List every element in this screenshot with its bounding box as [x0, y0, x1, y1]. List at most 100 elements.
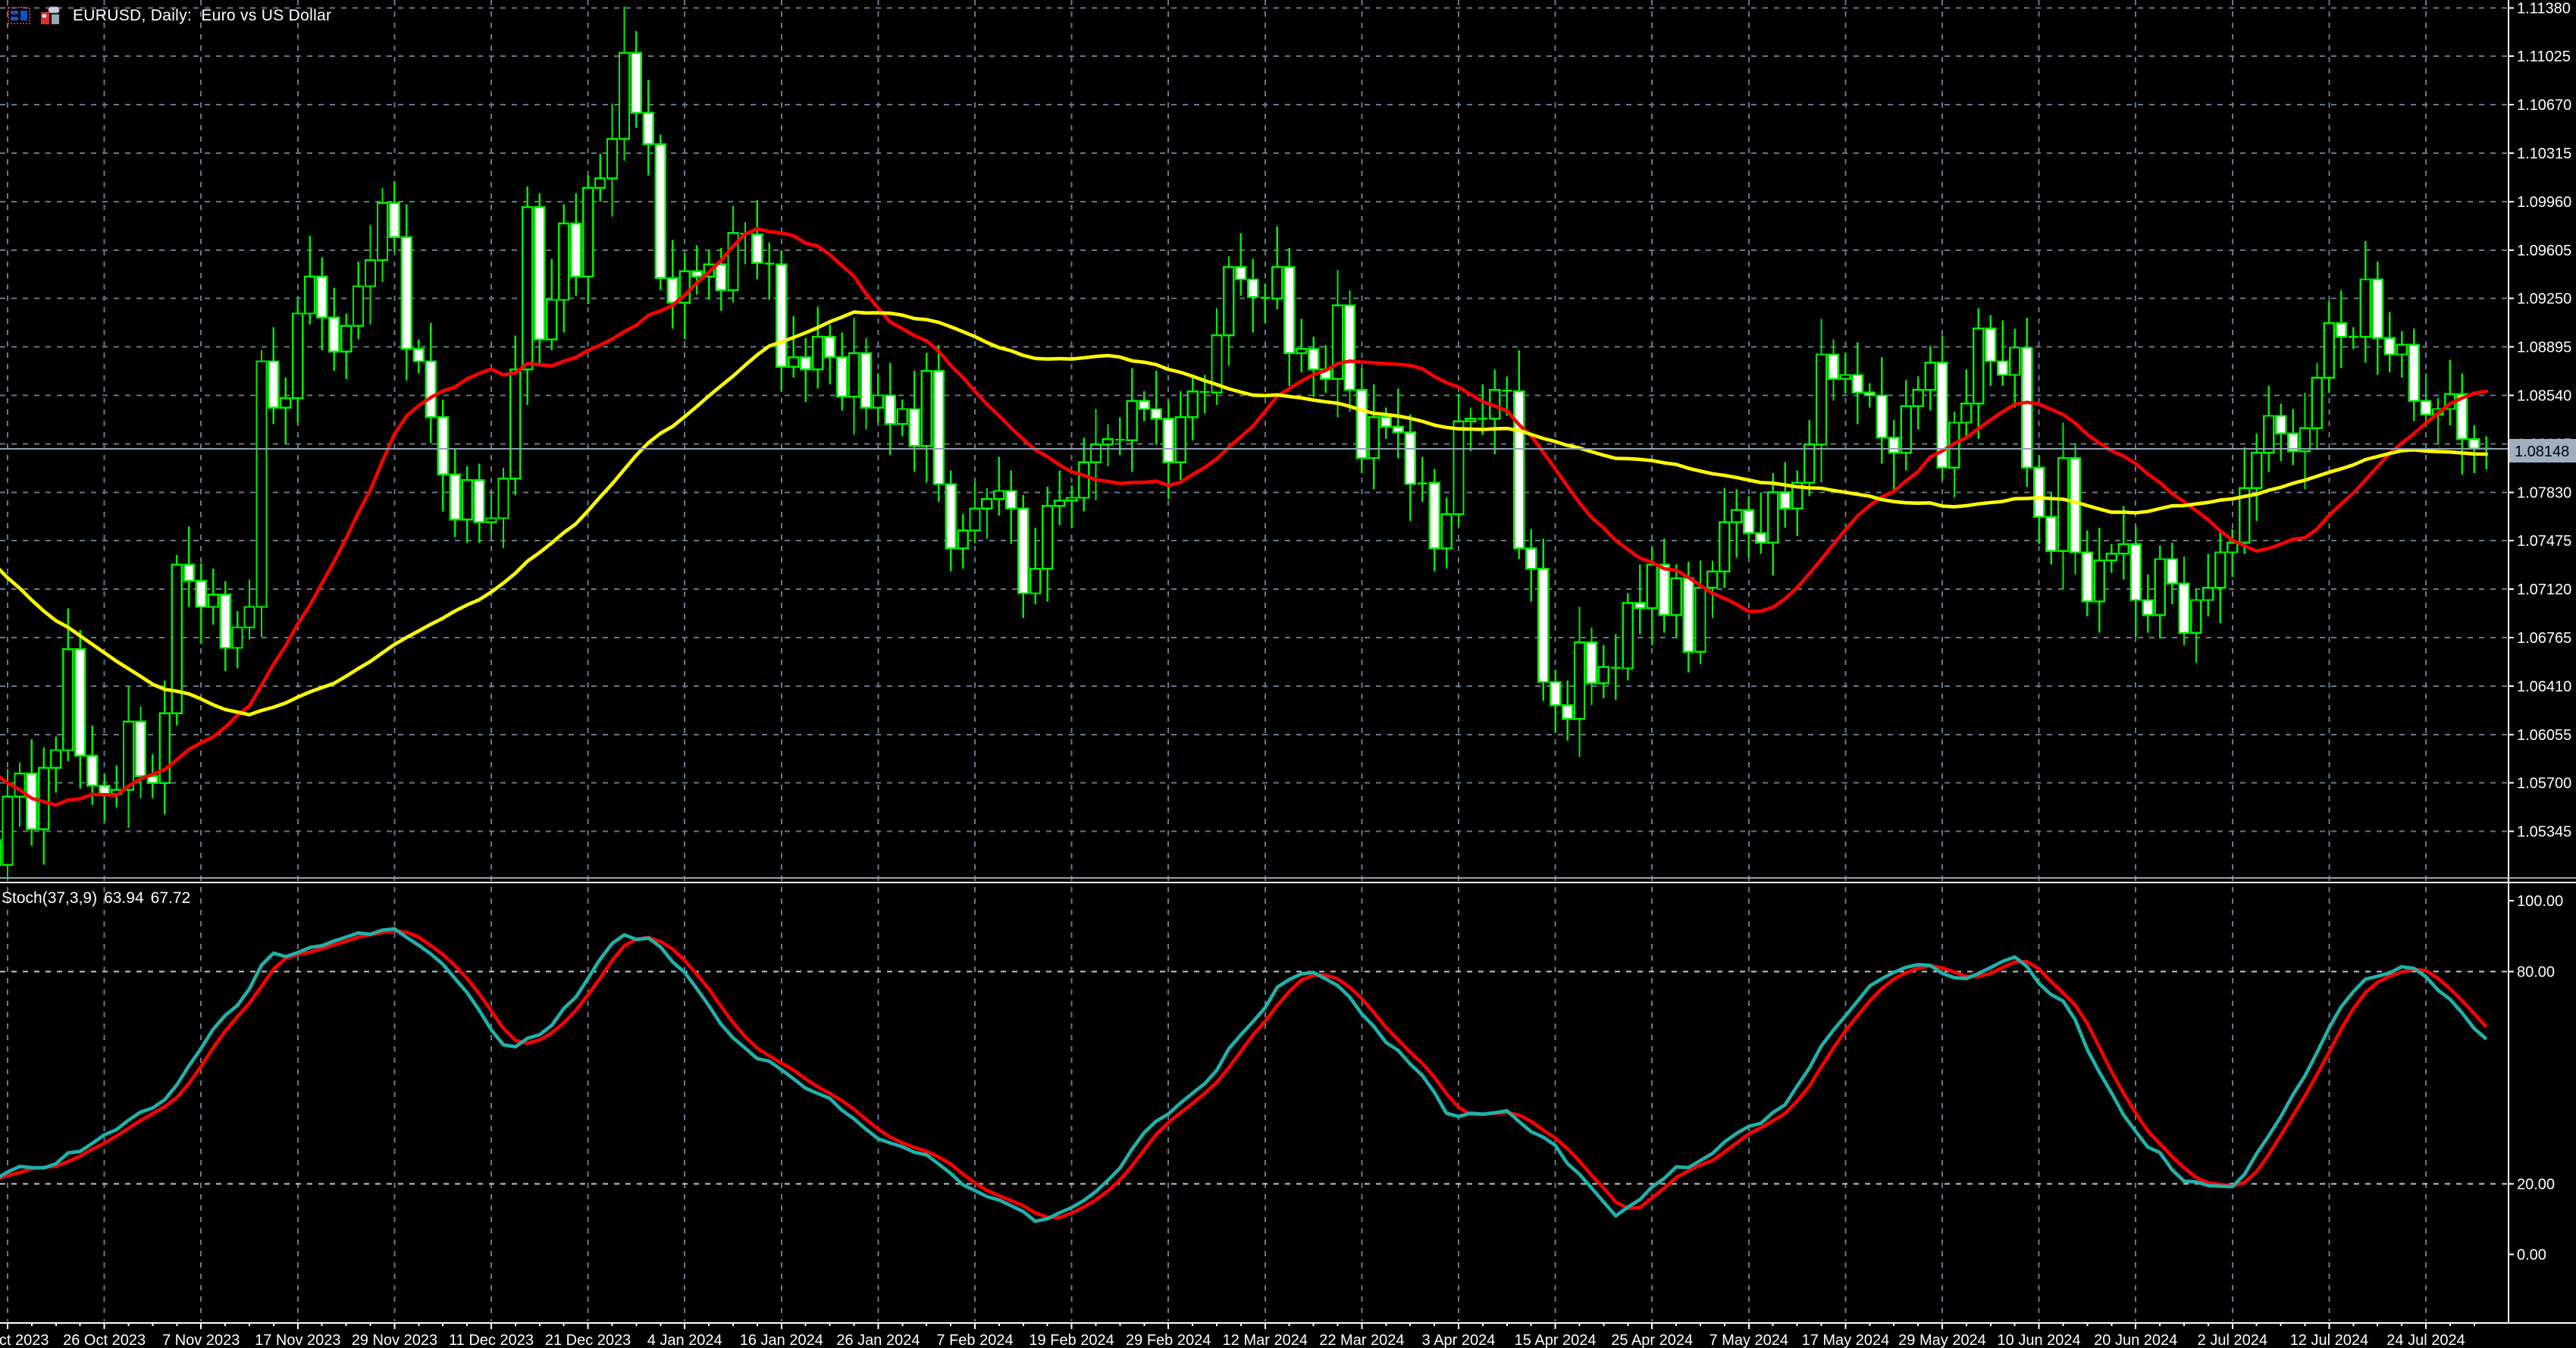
candle-bear	[2456, 393, 2468, 440]
candle-bull	[1065, 497, 1078, 502]
candle-bull	[2008, 346, 2021, 376]
time-axis-label: 7 Nov 2023	[162, 1332, 240, 1348]
price-axis-label: 1.06055	[2517, 727, 2571, 744]
candle-bear	[2408, 343, 2420, 402]
candle-bull	[38, 766, 50, 831]
candle-bull	[2154, 558, 2166, 616]
time-axis-label: 7 Feb 2024	[936, 1332, 1013, 1348]
candle-bull	[522, 205, 534, 371]
candle-bear	[932, 369, 945, 485]
candle-bull	[606, 137, 619, 180]
candle-bull	[1053, 499, 1066, 507]
indicator-name: Stoch(37,3,9)	[2, 889, 97, 907]
candle-bull	[2202, 587, 2214, 601]
time-axis-label: 29 May 2024	[1898, 1332, 1986, 1348]
candle-bull	[1573, 641, 1586, 720]
price-axis-label: 1.07120	[2517, 582, 2571, 598]
candle-bull	[2250, 451, 2263, 490]
candle-bear	[1549, 681, 1562, 707]
candle-bear	[1138, 400, 1151, 410]
candle-bear	[0, 839, 2, 866]
candle-bear	[1778, 491, 1791, 510]
candle-bear	[425, 360, 437, 419]
candle-bull	[1271, 266, 1283, 299]
candle-bull	[207, 594, 219, 608]
candle-bear	[2178, 582, 2190, 634]
candle-bear	[1682, 577, 1694, 654]
price-axis-label: 1.09960	[2517, 194, 2571, 211]
candle-bear	[823, 335, 836, 359]
candle-bear	[2020, 346, 2033, 469]
candle-bear	[691, 270, 703, 278]
candle-bull	[1622, 601, 1634, 669]
indicator-main-value: 63.94	[104, 889, 144, 907]
candle-bear	[1863, 391, 1876, 397]
candle-bear	[1743, 509, 1755, 534]
candle-bull	[255, 360, 268, 608]
candle-bull	[2227, 541, 2239, 553]
candle-bear	[1585, 641, 1598, 685]
candle-bull	[1791, 481, 1804, 510]
candle-bull	[509, 368, 522, 480]
price-axis-label: 1.06410	[2517, 679, 2571, 695]
candle-bear	[1307, 348, 1320, 371]
candle-bear	[183, 563, 195, 582]
candle-bull	[1223, 266, 1235, 337]
candle-bear	[1428, 481, 1440, 550]
time-axis-label: 12 Jul 2024	[2290, 1332, 2368, 1348]
candle-bull	[2396, 343, 2408, 356]
chart-icon[interactable]	[39, 5, 64, 26]
candle-bear	[195, 580, 207, 608]
time-axis-label: 12 Mar 2024	[1223, 1332, 1308, 1348]
candle-bear	[1392, 425, 1404, 434]
candle-bull	[2, 795, 14, 866]
candle-bear	[449, 473, 461, 521]
candle-bear	[534, 205, 546, 340]
time-axis-label: 15 Apr 2024	[1515, 1332, 1597, 1348]
candle-bull	[1041, 505, 1054, 570]
candle-bear	[1851, 374, 1864, 394]
candle-bear	[2166, 558, 2178, 585]
candle-bull	[497, 478, 509, 519]
candle-bear	[268, 360, 280, 409]
candle-bear	[1017, 507, 1029, 594]
candle-bull	[171, 563, 183, 715]
price-axis-label: 1.09605	[2517, 243, 2571, 259]
time-axis-label: 21 Dec 2023	[545, 1332, 631, 1348]
candle-bull	[1912, 389, 1924, 408]
time-axis-label: 24 Jul 2024	[2386, 1332, 2465, 1348]
candle-bull	[1089, 444, 1102, 463]
candle-bull	[618, 52, 631, 140]
indicator-axis[interactable]: 100.00 80.00 20.00 0.00	[2509, 893, 2563, 1264]
time-axis-label: 17 May 2024	[1802, 1332, 1890, 1348]
price-axis[interactable]: 1.11380 1.11025 1.10670 1.10315 1.09960 1.096…	[2509, 0, 2571, 841]
candle-bull	[2299, 427, 2311, 453]
candle-bear	[799, 356, 812, 371]
candle-bull	[1960, 403, 1973, 424]
window-menu-icon[interactable]	[8, 5, 30, 26]
candle-bear	[1936, 362, 1948, 469]
candle-bear	[219, 594, 231, 649]
candle-bear	[1827, 353, 1840, 381]
candle-bear	[1247, 278, 1259, 299]
candle-bear	[2335, 321, 2348, 338]
candle-bull	[1174, 416, 1186, 463]
candle-bear	[569, 222, 582, 278]
candle-bear	[134, 720, 147, 777]
candle-bear	[2420, 400, 2432, 415]
time-axis-label: 29 Feb 2024	[1126, 1332, 1211, 1348]
candle-bear	[1755, 532, 1767, 544]
candle-bear	[2032, 466, 2045, 518]
candle-bull	[2262, 415, 2275, 454]
current-price-badge-label: 1.08148	[2515, 444, 2569, 460]
price-axis-label: 1.05700	[2517, 776, 2571, 792]
candle-bear	[316, 275, 328, 319]
candle-bull	[1077, 461, 1090, 499]
candle-bull	[62, 648, 74, 751]
time-axis[interactable]: 16 Oct 2023 26 Oct 2023 7 Nov 2023 17 Nov 2…	[0, 1323, 2475, 1348]
candle-bull	[2117, 543, 2129, 555]
indicator-axis-label: 100.00	[2517, 893, 2563, 910]
